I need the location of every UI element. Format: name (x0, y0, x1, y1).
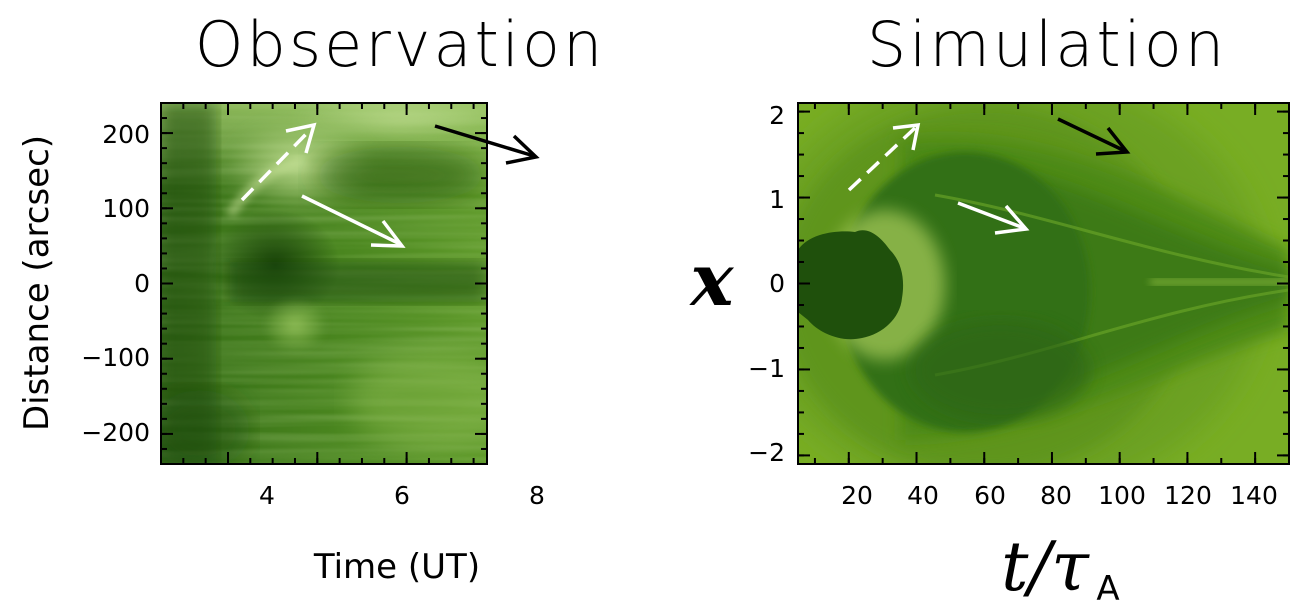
obs-xtick-label: 4 (259, 481, 275, 510)
sim-xtick-label: 60 (974, 481, 1006, 510)
observation-title: Observation (195, 8, 606, 81)
simulation-title: Simulation (867, 8, 1227, 81)
sim-xlabel-main: t/τ (1001, 528, 1090, 607)
sim-xlabel-subscript: A (1096, 569, 1119, 609)
sim-xtick-label: 40 (907, 481, 939, 510)
obs-ytick-label: 0 (134, 269, 150, 298)
observation-y-axis-label: Distance (arcsec) (17, 135, 57, 431)
sim-black-arrow (1057, 117, 1131, 156)
sim-xtick-label: 100 (1098, 481, 1146, 510)
simulation-y-tick-labels: 2 1 0 −1 −2 (748, 101, 785, 467)
sim-ytick-label: −1 (748, 354, 785, 383)
sim-dashed-white-arrow (847, 122, 921, 192)
obs-ytick-label: 200 (102, 120, 150, 149)
observation-heatmap (161, 103, 487, 464)
sim-ytick-label: 1 (769, 185, 785, 214)
sim-ytick-label: 2 (769, 101, 785, 130)
sim-xtick-label: 20 (841, 481, 873, 510)
simulation-y-axis-label: x (689, 237, 735, 322)
obs-black-arrow (434, 124, 540, 165)
obs-white-arrow (301, 194, 406, 248)
obs-ytick-label: −100 (81, 343, 150, 372)
observation-y-tick-labels: 200 100 0 −100 −200 (81, 120, 150, 447)
sim-xtick-label: 80 (1040, 481, 1072, 510)
sim-ytick-label: −2 (748, 438, 785, 467)
sim-ytick-label: 0 (769, 269, 785, 298)
simulation-arrows (847, 117, 1131, 235)
simulation-ticks (798, 103, 1290, 464)
simulation-x-axis-label: t/τ A (1001, 528, 1120, 609)
obs-xtick-label: 6 (394, 481, 410, 510)
obs-dashed-white-arrow (240, 122, 317, 202)
simulation-heatmap (798, 103, 1289, 464)
obs-ytick-label: −200 (81, 418, 150, 447)
observation-ticks (160, 102, 487, 465)
sim-xtick-label: 140 (1230, 481, 1278, 510)
obs-ytick-label: 100 (102, 194, 150, 223)
sim-white-arrow (957, 201, 1030, 235)
observation-x-tick-labels: 4 6 8 (259, 481, 545, 510)
observation-arrows (240, 122, 540, 248)
observation-x-axis-label: Time (UT) (313, 547, 480, 587)
simulation-x-tick-labels: 20 40 60 80 100 120 140 (841, 481, 1278, 510)
obs-xtick-label: 8 (529, 481, 545, 510)
sim-xtick-label: 120 (1164, 481, 1212, 510)
